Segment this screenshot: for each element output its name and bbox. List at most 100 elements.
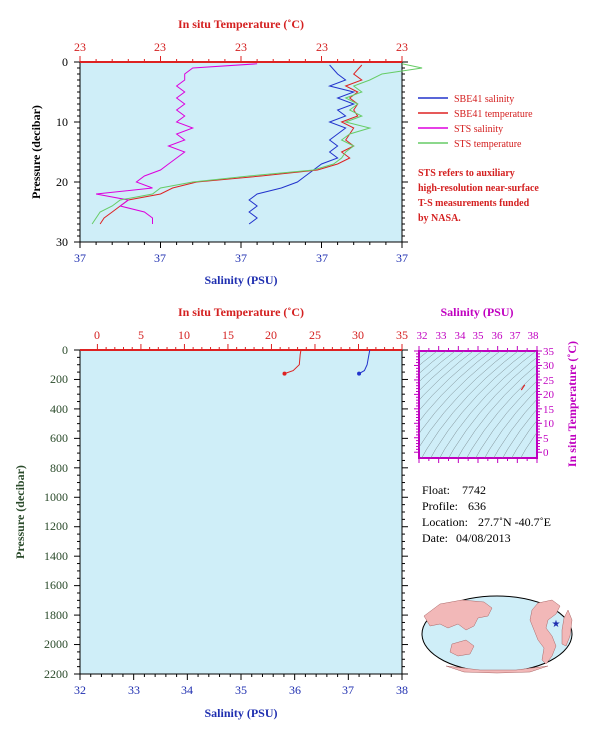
bottom-plot-top-axis-title: In situ Temperature (˚C): [178, 305, 304, 319]
bottom-plot-left-tick-label: 1600: [44, 578, 68, 592]
ts-plot-right-axis-title: In situ Temperature (˚C): [565, 341, 579, 467]
date-value: 04/08/2013: [456, 531, 511, 545]
ts-plot-ticks: [414, 346, 542, 463]
map-continent-americas: [529, 599, 561, 665]
bottom-series-line-1: [358, 349, 371, 375]
ts-plot-top-tick-label: 34: [455, 330, 467, 342]
ts-density-contour: [419, 351, 483, 411]
top-plot: In situ Temperature (˚C) 23 23 23 23 23 …: [29, 17, 423, 287]
legend-label: SBE41 salinity: [454, 94, 514, 105]
ts-density-contour: [419, 351, 510, 448]
bottom-plot-left-tick-label: 600: [50, 431, 68, 445]
legend-label: STS temperature: [454, 139, 522, 150]
ts-plot-top-axis-title: Salinity (PSU): [440, 305, 513, 319]
bottom-plot-top-tick-label: 5: [138, 328, 144, 342]
top-plot-top-tick-label: 23: [396, 40, 408, 54]
ts-plot-right-tick-label: 30: [543, 360, 555, 372]
float-info: Float: 7742 Profile: 636 Location: 27.7˚…: [422, 483, 551, 545]
sts-note-line: high-resolution near-surface: [418, 183, 539, 194]
top-plot-left-axis-title: Pressure (decibar): [29, 105, 43, 199]
top-plot-top-tick-label: 23: [235, 40, 247, 54]
legend-label: SBE41 temperature: [454, 109, 533, 120]
sts-note-line: STS refers to auxiliary: [418, 168, 515, 179]
ts-density-contour: [457, 364, 537, 458]
ts-plot-right-tick-label: 10: [543, 418, 555, 430]
map-continent-africa-europe: [561, 609, 573, 647]
ts-density-contour: [493, 398, 537, 458]
top-plot-bottom-tick-label: 37: [316, 251, 328, 265]
ts-density-contour: [511, 419, 537, 458]
bottom-plot-left-tick-label: 2000: [44, 637, 68, 651]
bottom-plot-bottom-tick-label: 34: [181, 683, 193, 697]
map-continent-australia: [449, 639, 475, 657]
top-plot-legend: SBE41 salinity SBE41 temperature STS sal…: [418, 94, 533, 150]
bottom-plot-top-tick-label: 30: [352, 328, 364, 342]
ts-series-line-0: [520, 384, 526, 391]
legend-label: STS salinity: [454, 124, 503, 135]
top-plot-top-tick-label: 23: [316, 40, 328, 54]
bottom-plot-left-tick-label: 200: [50, 372, 68, 386]
bottom-plot-top-tick-label: 35: [396, 328, 408, 342]
sts-note-line: T-S measurements funded: [418, 198, 530, 209]
top-plot-bottom-tick-label: 37: [154, 251, 166, 265]
top-plot-ticks: [74, 56, 408, 248]
bottom-plot-top-tick-label: 20: [265, 328, 277, 342]
map-continent-antarctica: [445, 665, 549, 674]
date-label: Date:: [422, 531, 448, 545]
bottom-plot-left-tick-label: 1400: [44, 549, 68, 563]
ts-plot-right-tick-label: 25: [543, 375, 555, 387]
top-plot-left-tick-label: 20: [56, 175, 68, 189]
ts-density-contour: [466, 372, 537, 458]
profile-value: 636: [468, 499, 486, 513]
ts-plot-series: [520, 384, 526, 391]
ts-density-contour: [502, 408, 537, 458]
bottom-plot-top-tick-label: 15: [222, 328, 234, 342]
top-plot-left-tick-label: 10: [56, 115, 68, 129]
bottom-plot-ticks: [74, 344, 408, 680]
top-plot-top-tick-label: 23: [154, 40, 166, 54]
top-plot-left-tick-label: 0: [62, 55, 68, 69]
ts-plot-top-tick-label: 35: [473, 330, 485, 342]
ts-density-contour: [419, 351, 492, 422]
top-plot-bottom-tick-label: 37: [396, 251, 408, 265]
bottom-plot-bottom-tick-label: 32: [74, 683, 86, 697]
location-label: Location:: [422, 515, 468, 529]
ts-plot-top-tick-label: 33: [436, 330, 448, 342]
sts-note-line: by NASA.: [418, 213, 461, 224]
top-plot-bottom-tick-label: 37: [235, 251, 247, 265]
sts-note: STS refers to auxiliary high-resolution …: [418, 168, 539, 224]
top-plot-bottom-tick-label: 37: [74, 251, 86, 265]
bottom-series-end-marker-1: [357, 371, 362, 376]
world-map: ★: [421, 595, 573, 674]
bottom-series-end-marker-0: [282, 371, 287, 376]
ts-density-contour: [520, 431, 537, 458]
bottom-plot-top-tick-label: 0: [94, 328, 100, 342]
bottom-plot-bottom-axis-title: Salinity (PSU): [204, 706, 277, 720]
bottom-plot-left-tick-label: 1000: [44, 490, 68, 504]
top-series-line-0: [248, 64, 356, 225]
ts-density-contour: [430, 351, 528, 458]
ts-density-contour: [421, 351, 519, 458]
top-plot-bottom-axis-title: Salinity (PSU): [204, 273, 277, 287]
ts-plot-top-tick-label: 36: [492, 330, 504, 342]
profile-label: Profile:: [422, 499, 458, 513]
map-continent-eurasia: [423, 599, 493, 631]
ts-density-contour: [475, 380, 537, 458]
top-plot-area: [79, 61, 403, 243]
ts-plot-right-tick-label: 5: [543, 433, 549, 445]
ts-plot: Salinity (PSU) 32 33 34 35 36 37 38 0 5 …: [414, 305, 579, 467]
ts-plot-top-tick-label: 38: [528, 330, 540, 342]
top-series-line-2: [96, 63, 258, 224]
ts-density-contour: [484, 389, 537, 458]
bottom-plot-left-tick-label: 1800: [44, 608, 68, 622]
ts-density-contour: [448, 356, 537, 458]
float-location-marker: ★: [552, 619, 561, 630]
bottom-series-line-0: [284, 349, 302, 375]
ts-plot-right-tick-label: 15: [543, 404, 555, 416]
bottom-plot-bottom-tick-label: 37: [342, 683, 354, 697]
ts-plot-right-tick-label: 35: [543, 346, 555, 358]
ts-density-contour: [419, 351, 474, 401]
bottom-plot-series: [282, 349, 371, 376]
ts-plot-top-tick-label: 37: [510, 330, 522, 342]
